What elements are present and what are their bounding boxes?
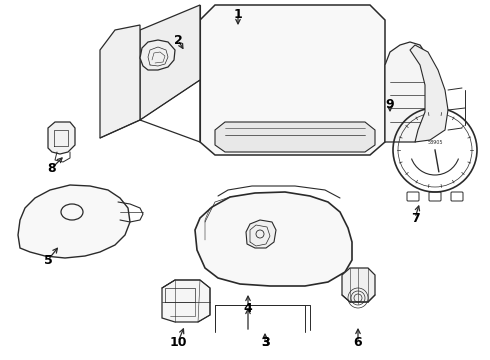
- Text: 9: 9: [386, 99, 394, 112]
- Polygon shape: [215, 122, 375, 152]
- Text: 6: 6: [354, 336, 362, 348]
- Text: 1: 1: [234, 9, 243, 22]
- Polygon shape: [410, 45, 448, 142]
- Polygon shape: [162, 280, 210, 322]
- Polygon shape: [48, 122, 75, 154]
- Polygon shape: [385, 42, 440, 142]
- Text: 8: 8: [48, 162, 56, 175]
- Text: 3: 3: [261, 336, 270, 348]
- Text: 7: 7: [411, 211, 419, 225]
- Polygon shape: [100, 25, 140, 138]
- Text: 3: 3: [261, 336, 270, 348]
- Text: 2: 2: [173, 33, 182, 46]
- Text: 4: 4: [244, 302, 252, 315]
- Polygon shape: [140, 5, 200, 120]
- Polygon shape: [18, 185, 130, 258]
- Text: 58905: 58905: [427, 139, 443, 144]
- Text: 5: 5: [44, 253, 52, 266]
- Polygon shape: [246, 220, 276, 248]
- Polygon shape: [342, 268, 375, 302]
- Text: 10: 10: [169, 336, 187, 348]
- Polygon shape: [200, 5, 385, 155]
- Polygon shape: [140, 40, 175, 70]
- Polygon shape: [195, 192, 352, 286]
